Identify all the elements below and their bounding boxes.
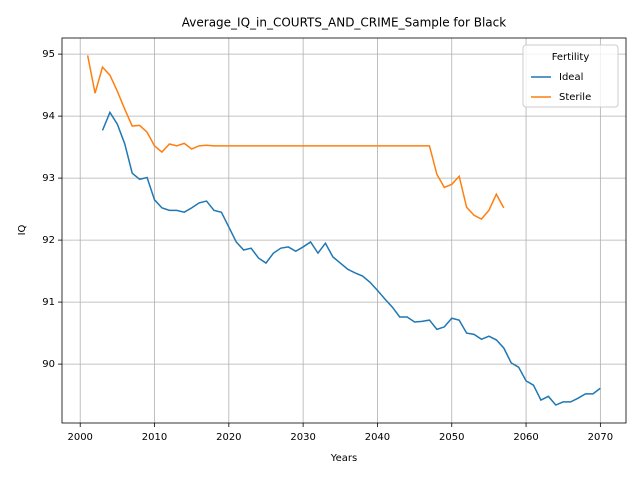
plot-frame — [61, 37, 627, 424]
x-tick-label: 2020 — [216, 432, 241, 443]
y-tick-label: 93 — [42, 173, 55, 184]
legend-label: Ideal — [559, 72, 583, 83]
x-tick-label: 2000 — [67, 432, 92, 443]
y-tick-label: 90 — [42, 359, 55, 370]
x-axis-label: Years — [330, 453, 357, 464]
y-axis-label: IQ — [17, 224, 28, 235]
data-line — [86, 55, 505, 220]
x-tick-label: 2050 — [439, 432, 464, 443]
x-tick-label: 2060 — [513, 432, 538, 443]
x-tick-label: 2040 — [365, 432, 390, 443]
x-tick-label: 2030 — [290, 432, 315, 443]
y-tick-label: 95 — [42, 49, 55, 60]
legend-box — [522, 44, 619, 108]
legend-title: Fertility — [552, 52, 590, 63]
y-tick-label: 94 — [42, 111, 55, 122]
legend-label: Sterile — [559, 92, 591, 103]
y-tick-label: 91 — [42, 297, 55, 308]
x-tick-label: 2010 — [142, 432, 167, 443]
chart-title: Average_IQ_in_COURTS_AND_CRIME_Sample fo… — [182, 16, 506, 30]
y-tick-label: 92 — [42, 235, 55, 246]
x-tick-label: 2070 — [588, 432, 613, 443]
data-line — [101, 110, 601, 406]
